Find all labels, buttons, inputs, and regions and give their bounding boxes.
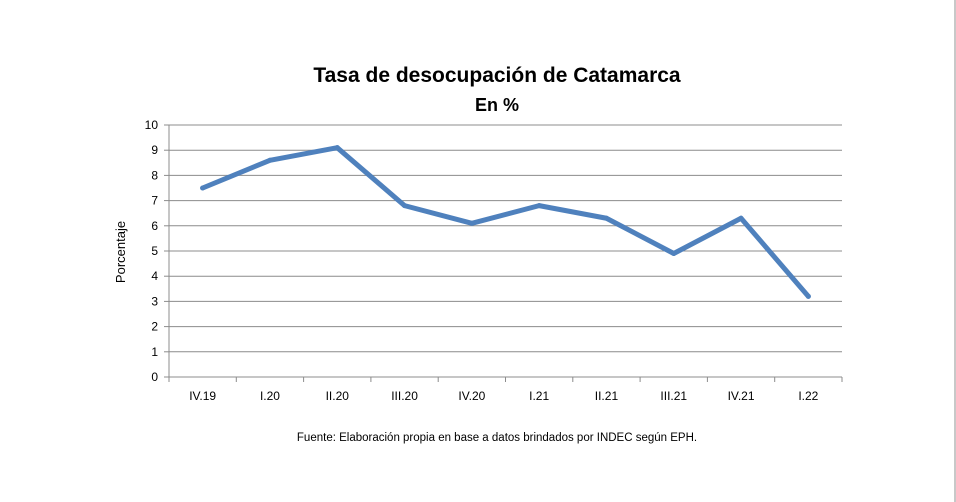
y-tick-label: 4 (151, 269, 158, 283)
y-tick-label: 0 (151, 370, 158, 384)
data-point (469, 220, 475, 226)
y-tick-label: 5 (151, 244, 158, 258)
data-point (267, 157, 273, 163)
y-tick-label: 9 (151, 143, 158, 157)
y-tick-label: 10 (145, 118, 159, 132)
y-tick-labels: 0 1 2 3 4 5 6 7 8 9 10 (145, 118, 159, 384)
y-tick-label: 1 (151, 345, 158, 359)
source-note: Fuente: Elaboración propia en base a dat… (297, 432, 697, 444)
gridlines (169, 124, 842, 353)
series-lines (200, 145, 811, 299)
x-tick-label: II.21 (595, 389, 619, 403)
x-tick-label: IV.20 (458, 389, 485, 403)
x-tick-label: I.20 (260, 389, 280, 403)
data-point (603, 215, 609, 221)
x-tick-label: IV.19 (189, 389, 216, 403)
x-tick-label: III.21 (660, 389, 687, 403)
x-tick-label: I.22 (798, 389, 818, 403)
series-line (200, 145, 811, 299)
chart-subtitle: En % (475, 95, 519, 115)
x-tick-label: III.20 (391, 389, 418, 403)
y-axis-label: Porcentaje (113, 221, 128, 283)
x-tick-labels: IV.19 I.20 II.20 III.20 IV.20 I.21 II.21 III.21… (189, 389, 818, 403)
x-tick-label: I.21 (529, 389, 549, 403)
data-point (805, 293, 811, 299)
axes (164, 124, 843, 382)
data-point (334, 145, 340, 151)
y-tick-label: 8 (151, 168, 158, 182)
chart-title: Tasa de desocupación de Catamarca (313, 64, 681, 87)
data-point (402, 203, 408, 209)
y-tick-label: 2 (151, 320, 158, 334)
data-point (536, 203, 542, 209)
page-edge-divider (954, 0, 956, 502)
y-tick-label: 7 (151, 194, 158, 208)
x-tick-label: IV.21 (728, 389, 755, 403)
data-point (200, 185, 206, 191)
y-tick-label: 3 (151, 294, 158, 308)
data-point (671, 251, 677, 257)
y-tick-label: 6 (151, 219, 158, 233)
x-tick-label: II.20 (326, 389, 350, 403)
data-point (738, 215, 744, 221)
